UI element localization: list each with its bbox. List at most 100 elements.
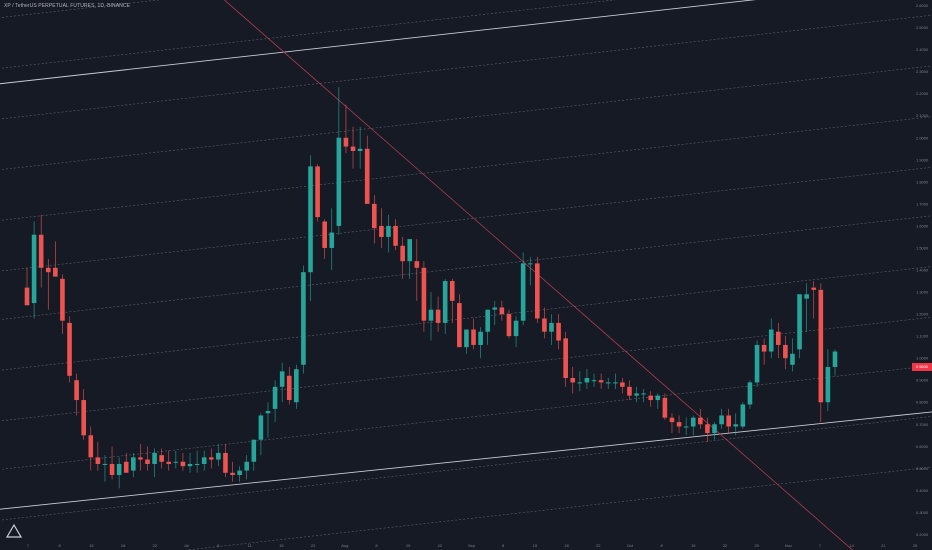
candle-body [152,452,157,464]
last-price-label: 0.9600 [912,362,932,371]
candle-body [279,371,285,387]
candle-body [726,415,731,427]
x-tick-label: 8 [217,543,220,548]
candle-body [761,344,767,352]
candle-body [315,166,320,218]
channel-dashed-line [0,365,932,470]
candle-body [180,461,186,467]
x-tick-label: 22 [723,543,728,548]
candle-body [45,267,51,273]
candle-body [471,329,476,345]
x-tick-label: Sep [468,543,476,548]
candle-body [53,267,58,277]
candle-body [790,353,795,365]
candle-body [527,263,533,265]
channel-dashed-line [0,316,932,422]
candle-body [627,386,632,396]
candle-body [286,375,292,401]
x-tick-label: 18 [564,543,569,548]
candle-body [655,395,661,401]
y-tick-label: 0.5000 [916,466,929,471]
candle-body [683,426,689,428]
candle-body [669,417,675,423]
candle-body [556,322,561,341]
candle-body [641,393,646,395]
y-tick-label: 0.6000 [916,444,929,449]
candle-body [251,439,257,462]
candle-body [499,307,505,315]
candle-body [414,261,420,268]
candle-body [81,400,87,436]
y-tick-label: 2.4000 [916,47,929,52]
candle-body [166,461,172,464]
y-tick-label: 1.4000 [916,268,929,273]
channel-dashed-line [0,0,617,69]
y-tick-label: 2.3000 [916,69,929,74]
candle-body [442,281,448,323]
candle-body [768,329,774,352]
x-tick-label: 15 [279,543,284,548]
candle-body [478,331,483,345]
candle-body [386,225,391,237]
x-tick-label: Nov [785,543,792,548]
x-tick-label: 15 [406,543,411,548]
x-tick-label: 8 [502,543,505,548]
x-tick-label: 7 [819,543,822,548]
x-tick-label: 8 [660,543,663,548]
candle-body [506,314,512,337]
candle-body [690,417,696,427]
candle-body [393,225,398,246]
candle-body [308,166,313,273]
candle-body [421,267,427,321]
candle-body [825,366,831,403]
candle-body [435,309,441,323]
candle-body [145,459,150,464]
channel-solid-line [0,411,932,510]
candle-body [102,463,108,465]
candle-body [265,411,271,414]
candle-body [208,457,214,460]
candle-body [733,424,739,427]
candle-body [379,225,384,237]
candle-body [818,289,824,403]
candle-body [513,320,519,337]
candle-body [542,318,547,332]
candle-body [740,404,746,427]
y-tick-label: 2.1000 [916,113,929,118]
y-tick-label: 1.2000 [916,312,929,317]
candle-body [832,351,838,367]
y-tick-label: 2.2000 [916,91,929,96]
candle-body [747,382,753,405]
candle-body [584,378,590,383]
candle-body [194,463,200,465]
candle-body [570,378,576,383]
tradingview-logo-icon[interactable] [6,524,22,538]
candle-body [371,203,377,229]
y-tick-label: 0.7000 [916,422,929,427]
candle-body [428,309,434,321]
candle-body [216,452,221,460]
candle-body [612,382,618,384]
y-tick-label: 0.2000 [916,532,929,537]
candle-body [173,461,179,463]
x-tick-label: 18 [121,543,126,548]
channel-dashed-line [0,0,161,18]
candle-body [811,287,817,290]
candle-body [301,272,306,365]
y-tick-label: 1.7000 [916,201,929,206]
candle-body [67,322,72,376]
candle-body [634,393,639,396]
trend-line [223,0,854,550]
y-tick-label: 1.1000 [916,334,929,339]
x-tick-label: 22 [152,543,157,548]
candle-body [159,455,164,462]
candle-body [719,415,724,425]
y-tick-label: 0.9000 [916,378,929,383]
x-tick-label: 15 [691,543,696,548]
channel-solid-line [0,0,757,85]
channel-dashed-line [0,166,932,272]
candle-body [492,307,498,310]
candle-body [109,463,115,475]
y-tick-label: 1.8000 [916,179,929,184]
